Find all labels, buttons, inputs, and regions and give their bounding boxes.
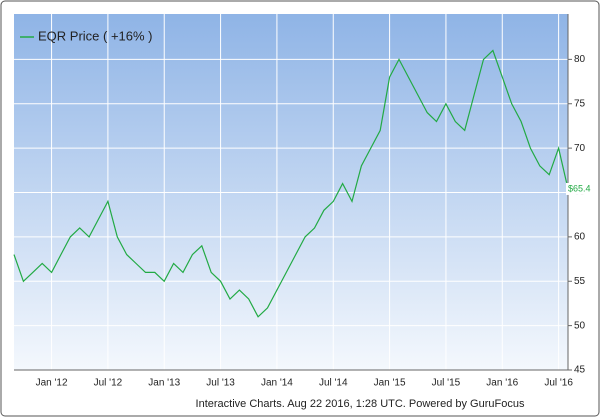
x-tick-label: Jul '12 bbox=[94, 378, 123, 389]
x-tick-label: Jan '12 bbox=[36, 378, 68, 389]
x-tick-label: Jul '14 bbox=[319, 378, 348, 389]
value-label-bg bbox=[566, 182, 596, 195]
footer: Interactive Charts. Aug 22 2016, 1:28 UT… bbox=[196, 398, 525, 410]
value-label: $65.4 bbox=[568, 183, 591, 193]
x-tick-label: Jan '14 bbox=[261, 378, 293, 389]
y-tick-label: 45 bbox=[574, 365, 586, 376]
x-tick-label: Jan '13 bbox=[148, 378, 180, 389]
y-tick-label: 55 bbox=[574, 276, 586, 287]
x-tick-label: Jul '13 bbox=[206, 378, 235, 389]
y-tick-label: 50 bbox=[574, 320, 586, 331]
y-tick-label: 70 bbox=[574, 143, 586, 154]
y-tick-label: 60 bbox=[574, 232, 586, 243]
x-tick-label: Jul '16 bbox=[544, 378, 573, 389]
price-line bbox=[13, 49, 569, 318]
x-tick-label: Jul '15 bbox=[432, 378, 461, 389]
legend-label: EQR Price ( +16% ) bbox=[38, 28, 153, 43]
y-tick-label: 75 bbox=[574, 98, 586, 109]
y-tick-label: 80 bbox=[574, 54, 586, 65]
x-tick-label: Jan '16 bbox=[486, 378, 518, 389]
x-tick-label: Jan '15 bbox=[374, 378, 406, 389]
